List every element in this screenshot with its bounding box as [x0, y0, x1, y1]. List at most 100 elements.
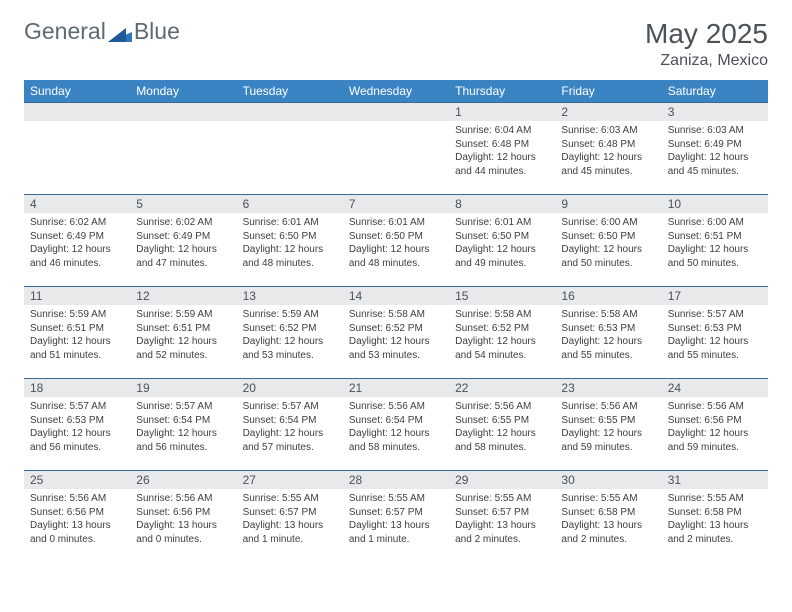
sunrise-text: Sunrise: 5:58 AM: [561, 308, 655, 322]
day-details: Sunrise: 6:01 AMSunset: 6:50 PMDaylight:…: [449, 213, 555, 274]
day-number: [237, 103, 343, 121]
day-details: Sunrise: 5:55 AMSunset: 6:57 PMDaylight:…: [343, 489, 449, 550]
calendar-row: 1Sunrise: 6:04 AMSunset: 6:48 PMDaylight…: [24, 103, 768, 195]
calendar-cell: 2Sunrise: 6:03 AMSunset: 6:48 PMDaylight…: [555, 103, 661, 195]
sunrise-text: Sunrise: 6:02 AM: [30, 216, 124, 230]
daylight-text: Daylight: 12 hours and 52 minutes.: [136, 335, 230, 362]
sunrise-text: Sunrise: 5:56 AM: [349, 400, 443, 414]
calendar-cell: 3Sunrise: 6:03 AMSunset: 6:49 PMDaylight…: [662, 103, 768, 195]
sunset-text: Sunset: 6:52 PM: [243, 322, 337, 336]
day-header: Sunday: [24, 80, 130, 103]
day-number: 24: [662, 379, 768, 397]
day-number: 16: [555, 287, 661, 305]
calendar-cell: 10Sunrise: 6:00 AMSunset: 6:51 PMDayligh…: [662, 195, 768, 287]
calendar-cell: 5Sunrise: 6:02 AMSunset: 6:49 PMDaylight…: [130, 195, 236, 287]
sunrise-text: Sunrise: 5:59 AM: [136, 308, 230, 322]
daylight-text: Daylight: 13 hours and 0 minutes.: [30, 519, 124, 546]
calendar-cell: 23Sunrise: 5:56 AMSunset: 6:55 PMDayligh…: [555, 379, 661, 471]
daylight-text: Daylight: 12 hours and 55 minutes.: [668, 335, 762, 362]
daylight-text: Daylight: 13 hours and 2 minutes.: [561, 519, 655, 546]
calendar-cell: [237, 103, 343, 195]
calendar-cell: 16Sunrise: 5:58 AMSunset: 6:53 PMDayligh…: [555, 287, 661, 379]
sunset-text: Sunset: 6:56 PM: [30, 506, 124, 520]
day-details: Sunrise: 5:56 AMSunset: 6:55 PMDaylight:…: [555, 397, 661, 458]
daylight-text: Daylight: 12 hours and 45 minutes.: [668, 151, 762, 178]
logo: General Blue: [24, 18, 180, 45]
day-details: Sunrise: 6:02 AMSunset: 6:49 PMDaylight:…: [130, 213, 236, 274]
day-details: Sunrise: 6:00 AMSunset: 6:51 PMDaylight:…: [662, 213, 768, 274]
sunset-text: Sunset: 6:49 PM: [30, 230, 124, 244]
sunset-text: Sunset: 6:54 PM: [136, 414, 230, 428]
daylight-text: Daylight: 12 hours and 57 minutes.: [243, 427, 337, 454]
day-number: [24, 103, 130, 121]
sunset-text: Sunset: 6:51 PM: [136, 322, 230, 336]
daylight-text: Daylight: 12 hours and 56 minutes.: [30, 427, 124, 454]
day-details: Sunrise: 5:56 AMSunset: 6:54 PMDaylight:…: [343, 397, 449, 458]
day-details: Sunrise: 5:56 AMSunset: 6:55 PMDaylight:…: [449, 397, 555, 458]
sunrise-text: Sunrise: 6:01 AM: [455, 216, 549, 230]
sunset-text: Sunset: 6:56 PM: [136, 506, 230, 520]
calendar-cell: 19Sunrise: 5:57 AMSunset: 6:54 PMDayligh…: [130, 379, 236, 471]
sunset-text: Sunset: 6:49 PM: [136, 230, 230, 244]
day-number: 12: [130, 287, 236, 305]
sunrise-text: Sunrise: 5:59 AM: [30, 308, 124, 322]
sunset-text: Sunset: 6:50 PM: [349, 230, 443, 244]
day-header: Wednesday: [343, 80, 449, 103]
daylight-text: Daylight: 12 hours and 49 minutes.: [455, 243, 549, 270]
day-number: [343, 103, 449, 121]
calendar-cell: 31Sunrise: 5:55 AMSunset: 6:58 PMDayligh…: [662, 471, 768, 563]
calendar-table: Sunday Monday Tuesday Wednesday Thursday…: [24, 80, 768, 563]
calendar-cell: 21Sunrise: 5:56 AMSunset: 6:54 PMDayligh…: [343, 379, 449, 471]
daylight-text: Daylight: 12 hours and 46 minutes.: [30, 243, 124, 270]
sunset-text: Sunset: 6:57 PM: [455, 506, 549, 520]
sunrise-text: Sunrise: 5:55 AM: [455, 492, 549, 506]
day-number: 9: [555, 195, 661, 213]
sunrise-text: Sunrise: 5:57 AM: [30, 400, 124, 414]
sunrise-text: Sunrise: 6:00 AM: [561, 216, 655, 230]
sunrise-text: Sunrise: 5:56 AM: [668, 400, 762, 414]
sunset-text: Sunset: 6:53 PM: [561, 322, 655, 336]
calendar-cell: 20Sunrise: 5:57 AMSunset: 6:54 PMDayligh…: [237, 379, 343, 471]
calendar-cell: 9Sunrise: 6:00 AMSunset: 6:50 PMDaylight…: [555, 195, 661, 287]
day-details: Sunrise: 5:57 AMSunset: 6:53 PMDaylight:…: [662, 305, 768, 366]
sunset-text: Sunset: 6:52 PM: [455, 322, 549, 336]
day-details: Sunrise: 6:01 AMSunset: 6:50 PMDaylight:…: [343, 213, 449, 274]
month-title: May 2025: [645, 18, 768, 50]
day-number: 31: [662, 471, 768, 489]
day-number: 22: [449, 379, 555, 397]
sunrise-text: Sunrise: 5:55 AM: [561, 492, 655, 506]
day-details: Sunrise: 5:59 AMSunset: 6:51 PMDaylight:…: [130, 305, 236, 366]
day-details: Sunrise: 5:56 AMSunset: 6:56 PMDaylight:…: [130, 489, 236, 550]
daylight-text: Daylight: 12 hours and 59 minutes.: [668, 427, 762, 454]
day-details: Sunrise: 5:58 AMSunset: 6:52 PMDaylight:…: [343, 305, 449, 366]
calendar-cell: 7Sunrise: 6:01 AMSunset: 6:50 PMDaylight…: [343, 195, 449, 287]
calendar-cell: 29Sunrise: 5:55 AMSunset: 6:57 PMDayligh…: [449, 471, 555, 563]
calendar-cell: 4Sunrise: 6:02 AMSunset: 6:49 PMDaylight…: [24, 195, 130, 287]
day-number: 25: [24, 471, 130, 489]
daylight-text: Daylight: 13 hours and 1 minute.: [243, 519, 337, 546]
calendar-cell: 27Sunrise: 5:55 AMSunset: 6:57 PMDayligh…: [237, 471, 343, 563]
calendar-cell: 24Sunrise: 5:56 AMSunset: 6:56 PMDayligh…: [662, 379, 768, 471]
sunrise-text: Sunrise: 5:56 AM: [455, 400, 549, 414]
daylight-text: Daylight: 12 hours and 48 minutes.: [243, 243, 337, 270]
calendar-cell: 11Sunrise: 5:59 AMSunset: 6:51 PMDayligh…: [24, 287, 130, 379]
day-number: 18: [24, 379, 130, 397]
sunset-text: Sunset: 6:54 PM: [349, 414, 443, 428]
daylight-text: Daylight: 12 hours and 53 minutes.: [349, 335, 443, 362]
sunset-text: Sunset: 6:54 PM: [243, 414, 337, 428]
header: General Blue May 2025 Zaniza, Mexico: [24, 18, 768, 70]
day-header: Saturday: [662, 80, 768, 103]
day-number: 8: [449, 195, 555, 213]
calendar-row: 18Sunrise: 5:57 AMSunset: 6:53 PMDayligh…: [24, 379, 768, 471]
day-details: Sunrise: 5:55 AMSunset: 6:57 PMDaylight:…: [449, 489, 555, 550]
sunset-text: Sunset: 6:51 PM: [30, 322, 124, 336]
day-number: 28: [343, 471, 449, 489]
calendar-cell: [343, 103, 449, 195]
calendar-cell: 17Sunrise: 5:57 AMSunset: 6:53 PMDayligh…: [662, 287, 768, 379]
sunrise-text: Sunrise: 6:04 AM: [455, 124, 549, 138]
day-details: Sunrise: 5:57 AMSunset: 6:53 PMDaylight:…: [24, 397, 130, 458]
day-details: Sunrise: 5:58 AMSunset: 6:53 PMDaylight:…: [555, 305, 661, 366]
daylight-text: Daylight: 12 hours and 51 minutes.: [30, 335, 124, 362]
sunset-text: Sunset: 6:48 PM: [561, 138, 655, 152]
sunrise-text: Sunrise: 5:58 AM: [455, 308, 549, 322]
